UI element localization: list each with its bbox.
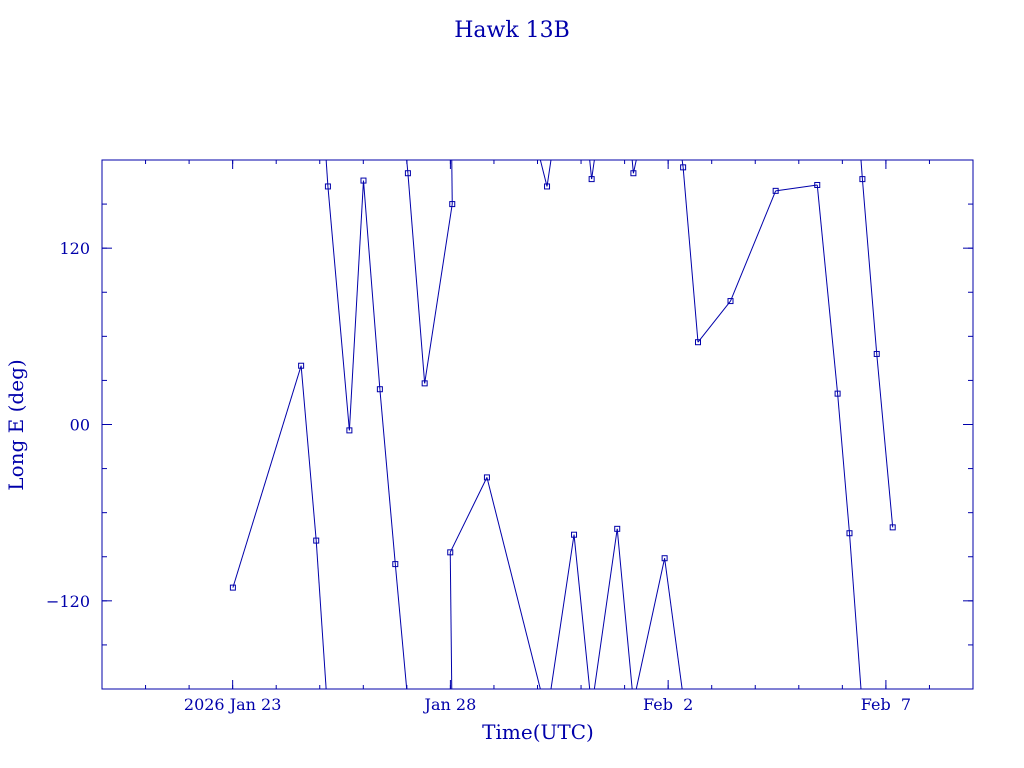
series-segment [232,365,302,588]
data-point [772,187,779,194]
series-segment [848,533,862,689]
data-point [376,386,383,393]
data-point [661,555,668,562]
series-segment [424,204,453,384]
data-point [859,176,866,183]
series-segment [664,558,683,689]
series-segment [860,160,863,180]
data-point [889,524,896,531]
x-tick-label: Feb 7 [861,695,911,714]
data-point [571,531,578,538]
data-point [483,474,490,481]
axis-ticks [102,160,973,689]
data-point [324,183,331,190]
series-segment [837,393,850,534]
series-segment [573,534,591,689]
data-point [544,183,551,190]
series-segment [449,552,453,689]
series-segment [591,160,595,180]
series-segment [589,160,593,180]
series-segment [451,160,453,205]
series-segment [550,534,575,689]
data-point [680,164,687,171]
plot-frame [101,159,974,690]
series-segment [861,179,878,355]
y-tick-label: −120 [46,592,90,611]
data-point [727,298,734,305]
series-segment [775,184,818,192]
series-segment [407,173,426,384]
series-segment [682,167,699,343]
series-segment [394,564,408,689]
data-point [346,427,353,434]
series-segment [632,160,637,174]
data-point [834,390,841,397]
series-segment [379,389,396,565]
data-point [846,530,853,537]
series-segment [362,180,381,390]
series-segment [697,300,731,343]
series-segment [816,184,839,394]
chart-title: Hawk 13B [454,18,570,43]
series-segment [486,477,541,689]
series-segment [406,160,409,174]
x-axis-label: Time(UTC) [482,720,594,744]
x-tick-label: 2026 Jan 23 [184,695,282,714]
data-point [298,362,305,369]
series-segment [635,558,666,689]
data-point [392,561,399,568]
data-point [630,170,637,177]
plot-area [229,160,896,689]
series-segment [593,528,618,689]
data-point [229,584,236,591]
series-segment [300,365,317,541]
series-line [232,160,894,689]
tick-labels: 2026 Jan 23 Jan 28 Feb 2 Feb 7 120 00 −120 [46,239,911,714]
data-point [421,380,428,387]
series-segment [631,160,634,174]
y-tick-label: 00 [70,416,90,435]
data-point [404,170,411,177]
data-point [449,201,456,208]
series-segment [730,190,777,302]
y-axis-label: Long E (deg) [4,359,28,490]
data-point [694,339,701,346]
x-tick-label: Jan 28 [423,695,477,714]
data-point [588,176,595,183]
data-point [814,181,821,188]
series-segment [348,180,364,431]
data-point [360,177,367,184]
series-segment [327,186,350,431]
series-segment [876,353,894,528]
data-point [873,350,880,357]
x-tick-label: Feb 2 [643,695,693,714]
series-segment [681,160,684,168]
data-point [614,525,621,532]
data-point [447,549,454,556]
series-segment [616,528,633,689]
series-segment [315,540,327,689]
series-segment [449,477,488,553]
data-point [313,537,320,544]
y-tick-label: 120 [59,239,90,258]
